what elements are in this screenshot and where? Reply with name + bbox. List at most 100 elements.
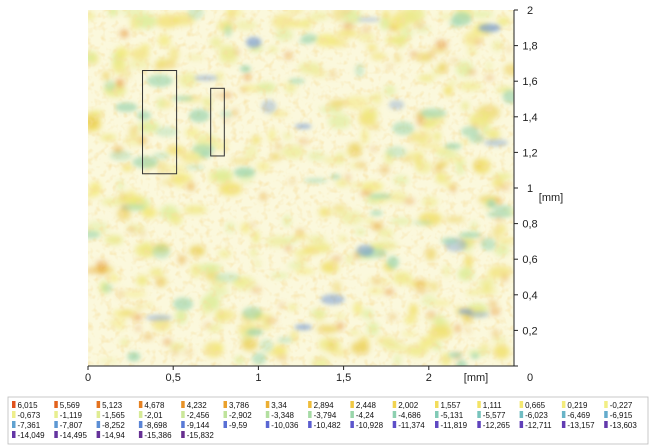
legend-label: -6,469 (567, 411, 590, 420)
y-tick-label: 2 (527, 5, 533, 17)
legend-label: -2,456 (187, 411, 210, 420)
surface-valley (294, 324, 312, 331)
legend-swatch (392, 421, 397, 428)
y-tick-label: 0,6 (522, 254, 537, 266)
legend-label: 3,34 (271, 401, 287, 410)
legend-swatch (138, 411, 143, 418)
surface-dip (469, 134, 484, 144)
legend-label: 1,557 (441, 401, 462, 410)
legend-label: 5,123 (102, 401, 123, 410)
legend-label: -1,565 (102, 411, 125, 420)
legend-label: -2,902 (229, 411, 252, 420)
legend-swatch (54, 431, 58, 438)
y-tick-label: 1,8 (522, 41, 537, 53)
marked-regions (142, 70, 225, 175)
surface-dip (252, 352, 267, 365)
legend-label: -9,59 (229, 421, 248, 430)
color-legend: 6,015 5,569 5,123 4,678 4,232 3,786 3,34 2,894 2… (7, 396, 649, 445)
legend-swatch (181, 401, 185, 408)
surface-dip (487, 211, 513, 218)
surface-dip (155, 126, 178, 137)
legend-frame (7, 396, 649, 445)
x-tick-label: 1,5 (336, 372, 351, 384)
surface-dip (234, 167, 256, 178)
legend-swatch (96, 411, 101, 418)
legend-swatch (265, 401, 270, 408)
y-tick-label: 0,2 (522, 325, 537, 337)
legend-label: -13,157 (567, 421, 595, 430)
surface-dip (481, 238, 496, 251)
legend-swatch (223, 421, 227, 428)
x-axis-unit: [mm] (464, 372, 488, 384)
legend-swatch (54, 421, 58, 428)
legend-swatch (96, 431, 101, 438)
legend-label: -9,144 (187, 421, 210, 430)
surface-dip (449, 18, 462, 28)
surface-dip (88, 230, 100, 239)
surface-valley (388, 100, 405, 110)
surface-valley (246, 36, 262, 48)
legend-label: 2,448 (356, 401, 377, 410)
surface-dip (461, 126, 479, 137)
surface-dip (185, 165, 205, 170)
surface-contours (88, 10, 514, 366)
surface-dip (456, 359, 467, 366)
legend-swatch (519, 411, 524, 418)
surface-texture (88, 10, 514, 366)
y-tick-label: 1,4 (522, 112, 537, 124)
legend-label: -5,131 (441, 411, 464, 420)
legend-swatch (12, 421, 16, 428)
legend-label: -2,01 (144, 411, 163, 420)
legend-swatch (604, 411, 608, 418)
legend-swatch (223, 401, 227, 408)
x-tick-label: 1 (255, 372, 261, 384)
surface-dip (173, 297, 194, 311)
surface-dip (370, 210, 383, 216)
surface-dip (492, 205, 512, 212)
legend-label: -14,049 (18, 431, 46, 440)
legend-swatch (181, 431, 185, 438)
surface-dip (502, 90, 514, 104)
surface-dip (386, 255, 399, 269)
legend-label: -1,119 (60, 411, 83, 420)
surface-dip (127, 351, 141, 362)
legend-swatch (12, 431, 16, 438)
surface-dip (458, 232, 482, 238)
legend-label: 4,678 (144, 401, 165, 410)
legend-swatch (561, 421, 566, 428)
surface-dip (386, 146, 407, 158)
y-tick-label: 1,6 (522, 76, 537, 88)
surface-dip (132, 156, 158, 169)
legend-label: -7,807 (60, 421, 83, 430)
legend-label: -4,686 (398, 411, 421, 420)
legend-swatch (138, 401, 143, 408)
surface-dip (121, 204, 146, 211)
legend-swatch (519, 401, 524, 408)
legend-label: 0,219 (567, 401, 588, 410)
legend-label: -3,794 (314, 411, 337, 420)
surface-dip (214, 272, 240, 282)
legend-swatch (308, 411, 312, 418)
surface-dip (152, 245, 170, 259)
legend-label: 3,786 (229, 401, 250, 410)
surface-dip (115, 102, 138, 112)
surface-dip (220, 110, 233, 118)
surface-dip (298, 39, 313, 45)
legend-swatch (477, 401, 481, 408)
legend-swatch (138, 421, 143, 428)
marked-region (210, 87, 225, 157)
legend-swatch (350, 401, 354, 408)
legend-swatch (96, 421, 101, 428)
surface-valley (356, 17, 381, 22)
legend-label: -3,348 (271, 411, 294, 420)
surface-dip (448, 352, 463, 358)
surface-valley (194, 75, 219, 81)
surface-dip (246, 328, 263, 336)
surface-dip (440, 237, 458, 245)
surface-dip (288, 78, 305, 84)
legend-swatch (519, 421, 524, 428)
legend-swatch (265, 421, 270, 428)
legend-label: -6,023 (525, 411, 548, 420)
legend-swatch (604, 421, 608, 428)
